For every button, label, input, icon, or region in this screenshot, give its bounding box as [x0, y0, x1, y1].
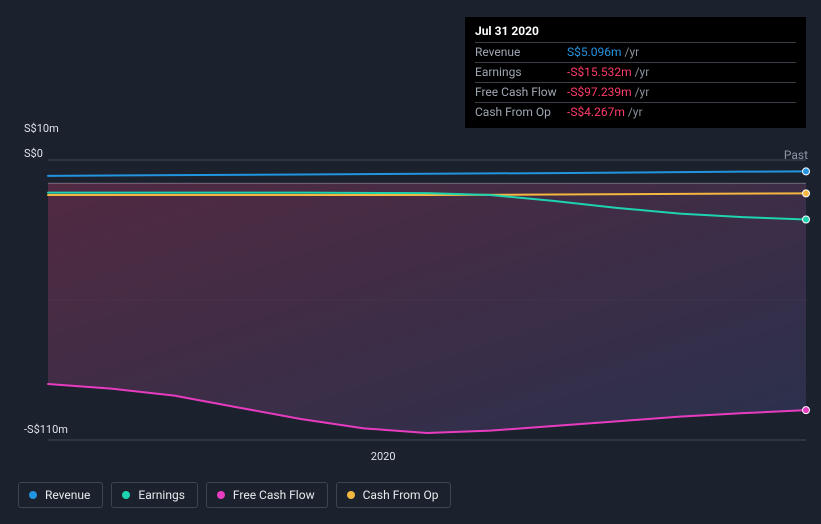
legend-label: Cash From Op	[363, 488, 439, 502]
legend-dot-icon	[122, 491, 130, 499]
tooltip-row-unit: /yr	[635, 84, 650, 101]
y-tick-label: S$10m	[24, 122, 59, 135]
tooltip-row-unit: /yr	[635, 64, 650, 81]
x-tick-label: 2020	[371, 450, 396, 463]
tooltip-row-label: Earnings	[475, 64, 567, 81]
chart-tooltip: Jul 31 2020 Revenue S$5.096m /yr Earning…	[465, 17, 806, 128]
plot-area[interactable]	[48, 160, 806, 440]
tooltip-row-value: S$5.096m	[567, 44, 622, 61]
tooltip-row: Earnings -S$15.532m /yr	[475, 62, 796, 82]
legend-dot-icon	[29, 491, 37, 499]
tooltip-row: Cash From Op -S$4.267m /yr	[475, 102, 796, 122]
tooltip-row: Revenue S$5.096m /yr	[475, 42, 796, 62]
tooltip-row-label: Revenue	[475, 44, 567, 61]
tooltip-row-unit: /yr	[628, 104, 643, 121]
legend-dot-icon	[347, 491, 355, 499]
tooltip-row-label: Cash From Op	[475, 104, 567, 121]
legend-label: Earnings	[138, 488, 185, 502]
legend-item-revenue[interactable]: Revenue	[18, 482, 103, 508]
legend: Revenue Earnings Free Cash Flow Cash Fro…	[18, 482, 451, 508]
legend-label: Revenue	[45, 488, 90, 502]
tooltip-row-value: -S$4.267m	[567, 104, 625, 121]
legend-item-fcf[interactable]: Free Cash Flow	[206, 482, 328, 508]
legend-item-earnings[interactable]: Earnings	[111, 482, 198, 508]
tooltip-row-label: Free Cash Flow	[475, 84, 567, 101]
legend-item-cash-op[interactable]: Cash From Op	[336, 482, 452, 508]
legend-dot-icon	[217, 491, 225, 499]
tooltip-row-value: -S$15.532m	[567, 64, 632, 81]
tooltip-row-value: -S$97.239m	[567, 84, 632, 101]
legend-label: Free Cash Flow	[233, 488, 315, 502]
tooltip-date: Jul 31 2020	[475, 23, 796, 42]
plot-svg	[48, 160, 806, 440]
financials-chart: S$10m S$0 -S$110m Past 2020	[18, 120, 808, 445]
y-tick-label: S$0	[24, 147, 43, 160]
tooltip-row-unit: /yr	[625, 44, 640, 61]
tooltip-row: Free Cash Flow -S$97.239m /yr	[475, 82, 796, 102]
